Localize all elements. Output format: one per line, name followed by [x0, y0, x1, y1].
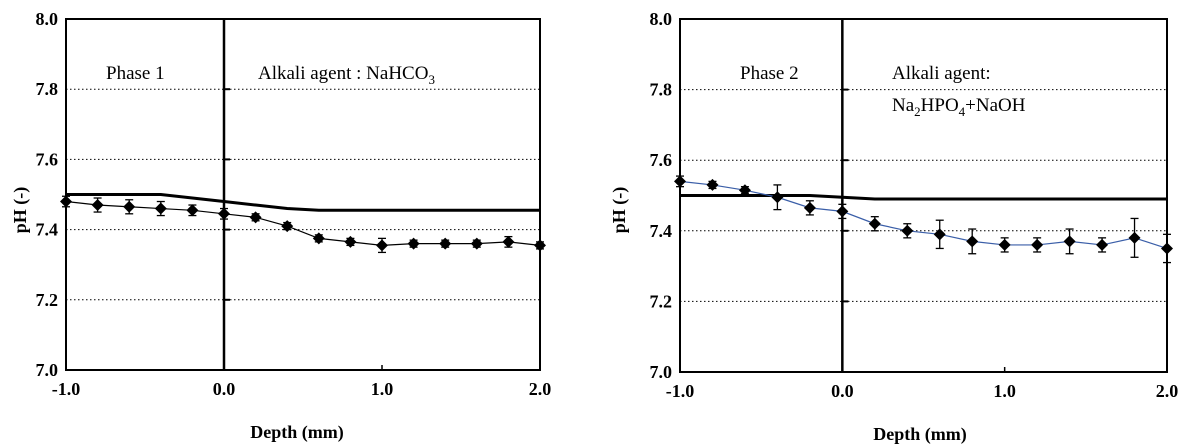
y-tick-label: 8.0: [36, 9, 59, 29]
data-point: [1063, 235, 1076, 248]
alkali-agent-formula: Na2HPO4+NaOH: [892, 95, 1026, 119]
data-point: [312, 232, 325, 245]
grid-lines: [680, 89, 1167, 302]
data-point: [407, 237, 420, 250]
x-axis-title: Depth (mm): [873, 424, 966, 445]
x-tick-label: 2.0: [529, 379, 552, 399]
data-point: [344, 235, 357, 248]
data-point: [376, 239, 388, 252]
y-axis-title: pH (-): [10, 187, 31, 234]
alkali-agent-label: Alkali agent:: [892, 63, 991, 84]
series-line: [679, 180, 1168, 250]
data-point: [1031, 238, 1044, 251]
data-point: [502, 235, 515, 248]
y-tick-label: 7.6: [36, 149, 59, 169]
chart-phase-1-svg: 7.07.27.47.67.88.0-1.0 0.0 1.0 2.0 Phase 1 …: [10, 9, 552, 443]
alkali-agent-label: Alkali agent : NaHCO3: [258, 63, 435, 87]
y-tick-label: 7.0: [36, 360, 59, 380]
y-tick-label: 7.0: [650, 362, 673, 382]
data-point: [901, 224, 914, 237]
phase-label: Phase 2: [740, 63, 799, 84]
y-tick-label: 7.6: [650, 150, 673, 170]
data-point: [771, 191, 784, 204]
data-point: [154, 202, 167, 215]
data-point: [868, 217, 881, 230]
x-tick-label: 0.0: [213, 379, 236, 399]
data-point: [1128, 231, 1141, 244]
data-point: [933, 228, 946, 241]
chart-phase-1: 7.0 7.2 7.4 7.6 7.8 8.0 -1.0 0.0 1.0 2.0 Phase 1 …: [10, 9, 552, 443]
y-tick-label: 7.2: [36, 290, 59, 310]
thick-line-layer: [66, 193, 540, 212]
plot-border: [679, 18, 1168, 373]
grid-lines: [66, 88, 540, 301]
thick-line-layer: [680, 194, 1167, 201]
data-point: [966, 235, 979, 248]
x-tick-label: -1.0: [666, 381, 695, 401]
plot-border: [65, 18, 541, 371]
y-tick-label: 7.4: [36, 220, 59, 240]
data-point: [249, 211, 262, 224]
tick-labels: 7.0 7.2 7.4 7.6 7.8 8.0 -1.0 0.0 1.0 2.0: [36, 9, 552, 399]
series-line-thick: [66, 193, 540, 212]
y-tick-label: 7.8: [650, 80, 673, 100]
data-point: [1096, 238, 1109, 251]
y-tick-label: 7.8: [36, 79, 59, 99]
phase-label: Phase 1: [106, 63, 165, 84]
data-marks-layer: [60, 195, 546, 254]
x-tick-label: -1.0: [52, 379, 81, 399]
data-point: [470, 237, 483, 250]
data-marks-layer: [674, 175, 1173, 264]
data-point: [439, 237, 452, 250]
x-tick-label: 1.0: [371, 379, 394, 399]
tick-labels: 7.0 7.2 7.4 7.6 7.8 8.0 -1.0 0.0 1.0 2.0: [650, 9, 1179, 401]
data-point: [803, 201, 816, 214]
chart-phase-2-svg: 7.07.27.47.67.88.0-1.0 0.0 1.0 2.0 Phase 2 …: [609, 9, 1179, 445]
x-tick-label: 1.0: [993, 381, 1016, 401]
series-line: [65, 200, 541, 246]
series-line-thick: [680, 194, 1167, 201]
x-tick-label: 2.0: [1156, 381, 1179, 401]
data-point: [281, 220, 294, 233]
y-tick-label: 7.2: [650, 291, 673, 311]
data-point: [706, 178, 719, 191]
y-axis-title: pH (-): [609, 187, 630, 234]
y-tick-label: 8.0: [650, 9, 673, 29]
data-point: [998, 238, 1011, 251]
y-tick-label: 7.4: [650, 221, 673, 241]
plot-frame: [65, 18, 541, 371]
x-axis-title: Depth (mm): [250, 422, 343, 443]
data-point: [91, 199, 104, 212]
data-point: [186, 204, 199, 217]
x-tick-label: 0.0: [831, 381, 854, 401]
chart-phase-2: 7.0 7.2 7.4 7.6 7.8 8.0 -1.0 0.0 1.0 2.0 Phase 2 …: [597, 0, 1194, 445]
data-point: [123, 200, 136, 213]
plot-frame: [679, 18, 1168, 373]
data-point: [738, 184, 751, 197]
